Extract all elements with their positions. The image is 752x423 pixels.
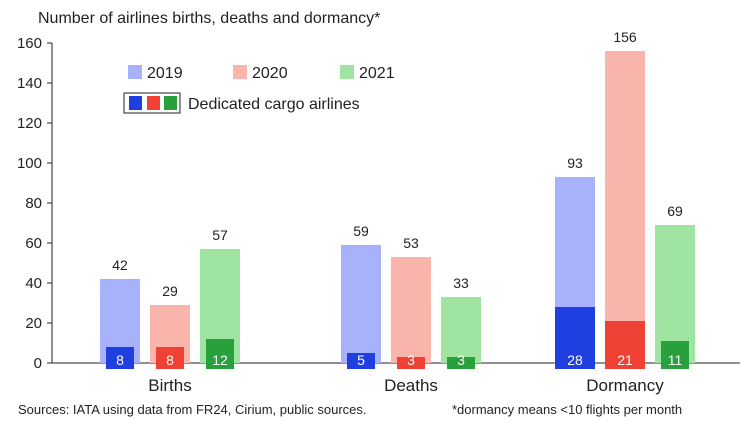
y-tick-label: 60 (25, 235, 42, 252)
source-note: Sources: IATA using data from FR24, Ciri… (18, 402, 367, 417)
value-label: 93 (567, 155, 583, 171)
legend: 2019 2020 2021 Dedicated cargo airlines (123, 65, 395, 114)
bar-2021-deaths (441, 297, 481, 363)
cargo-value-label: 12 (212, 352, 228, 368)
y-tick-label: 20 (25, 315, 42, 332)
legend-cargo-box (123, 92, 181, 114)
cargo-value-label: 3 (457, 352, 465, 368)
category-labels: Births Deaths Dormancy (148, 376, 664, 395)
legend-label-2020: 2020 (252, 65, 288, 82)
value-label: 69 (667, 203, 683, 219)
cargo-value-label: 11 (668, 352, 683, 368)
y-tick-label: 100 (17, 155, 42, 172)
footnote: *dormancy means <10 flights per month (452, 402, 682, 417)
cargo-value-label: 21 (617, 352, 633, 368)
cargo-bar-2020-dormancy (605, 321, 645, 369)
cargo-bar-2021-births (206, 339, 234, 369)
cargo-bar-2021-dormancy (661, 341, 689, 369)
legend-label-2021: 2021 (359, 65, 395, 82)
legend-swatch-2021 (340, 65, 354, 79)
cargo-bar-2020-births (156, 347, 184, 369)
y-tick-label: 160 (17, 35, 42, 52)
bar-2020-deaths (391, 257, 431, 363)
cargo-value-label: 8 (166, 352, 174, 368)
value-label: 156 (613, 29, 637, 45)
category-label: Births (148, 376, 191, 395)
legend-label-2019: 2019 (147, 65, 183, 82)
cargo-value-label: 5 (357, 352, 365, 368)
legend-swatch-2019 (128, 65, 142, 79)
cargo-bar-2019-births (106, 347, 134, 369)
category-label: Dormancy (586, 376, 664, 395)
y-tick-label: 120 (17, 115, 42, 132)
cargo-bar-2021-deaths (447, 357, 475, 369)
legend-cargo-swatch-2020 (147, 96, 160, 110)
value-label: 53 (403, 235, 419, 251)
value-label: 29 (162, 283, 178, 299)
value-label: 57 (212, 227, 228, 243)
bar-2020-dormancy (605, 51, 645, 363)
y-tick-label: 140 (17, 75, 42, 92)
legend-cargo-swatch-2019 (129, 96, 142, 110)
bars (100, 51, 695, 369)
legend-cargo-label: Dedicated cargo airlines (188, 96, 360, 113)
category-label: Deaths (384, 376, 438, 395)
legend-cargo-swatch-2021 (164, 96, 177, 110)
y-tick-label: 0 (34, 355, 42, 372)
value-label: 59 (353, 223, 369, 239)
bar-2019-deaths (341, 245, 381, 363)
cargo-value-label: 3 (407, 352, 415, 368)
value-label: 33 (453, 275, 469, 291)
chart-title: Number of airlines births, deaths and do… (38, 10, 380, 27)
y-tick-label: 80 (25, 195, 42, 212)
cargo-bar-2019-dormancy (555, 307, 595, 369)
legend-swatch-2020 (233, 65, 247, 79)
cargo-value-label: 8 (116, 352, 124, 368)
cargo-bar-2020-deaths (397, 357, 425, 369)
y-tick-label: 40 (25, 275, 42, 292)
y-axis: 0 20 40 60 80 100 120 140 160 (17, 35, 740, 372)
value-label: 42 (112, 257, 128, 273)
cargo-bar-2019-deaths (347, 353, 375, 369)
cargo-value-label: 28 (567, 352, 583, 368)
bar-2021-dormancy (655, 225, 695, 363)
